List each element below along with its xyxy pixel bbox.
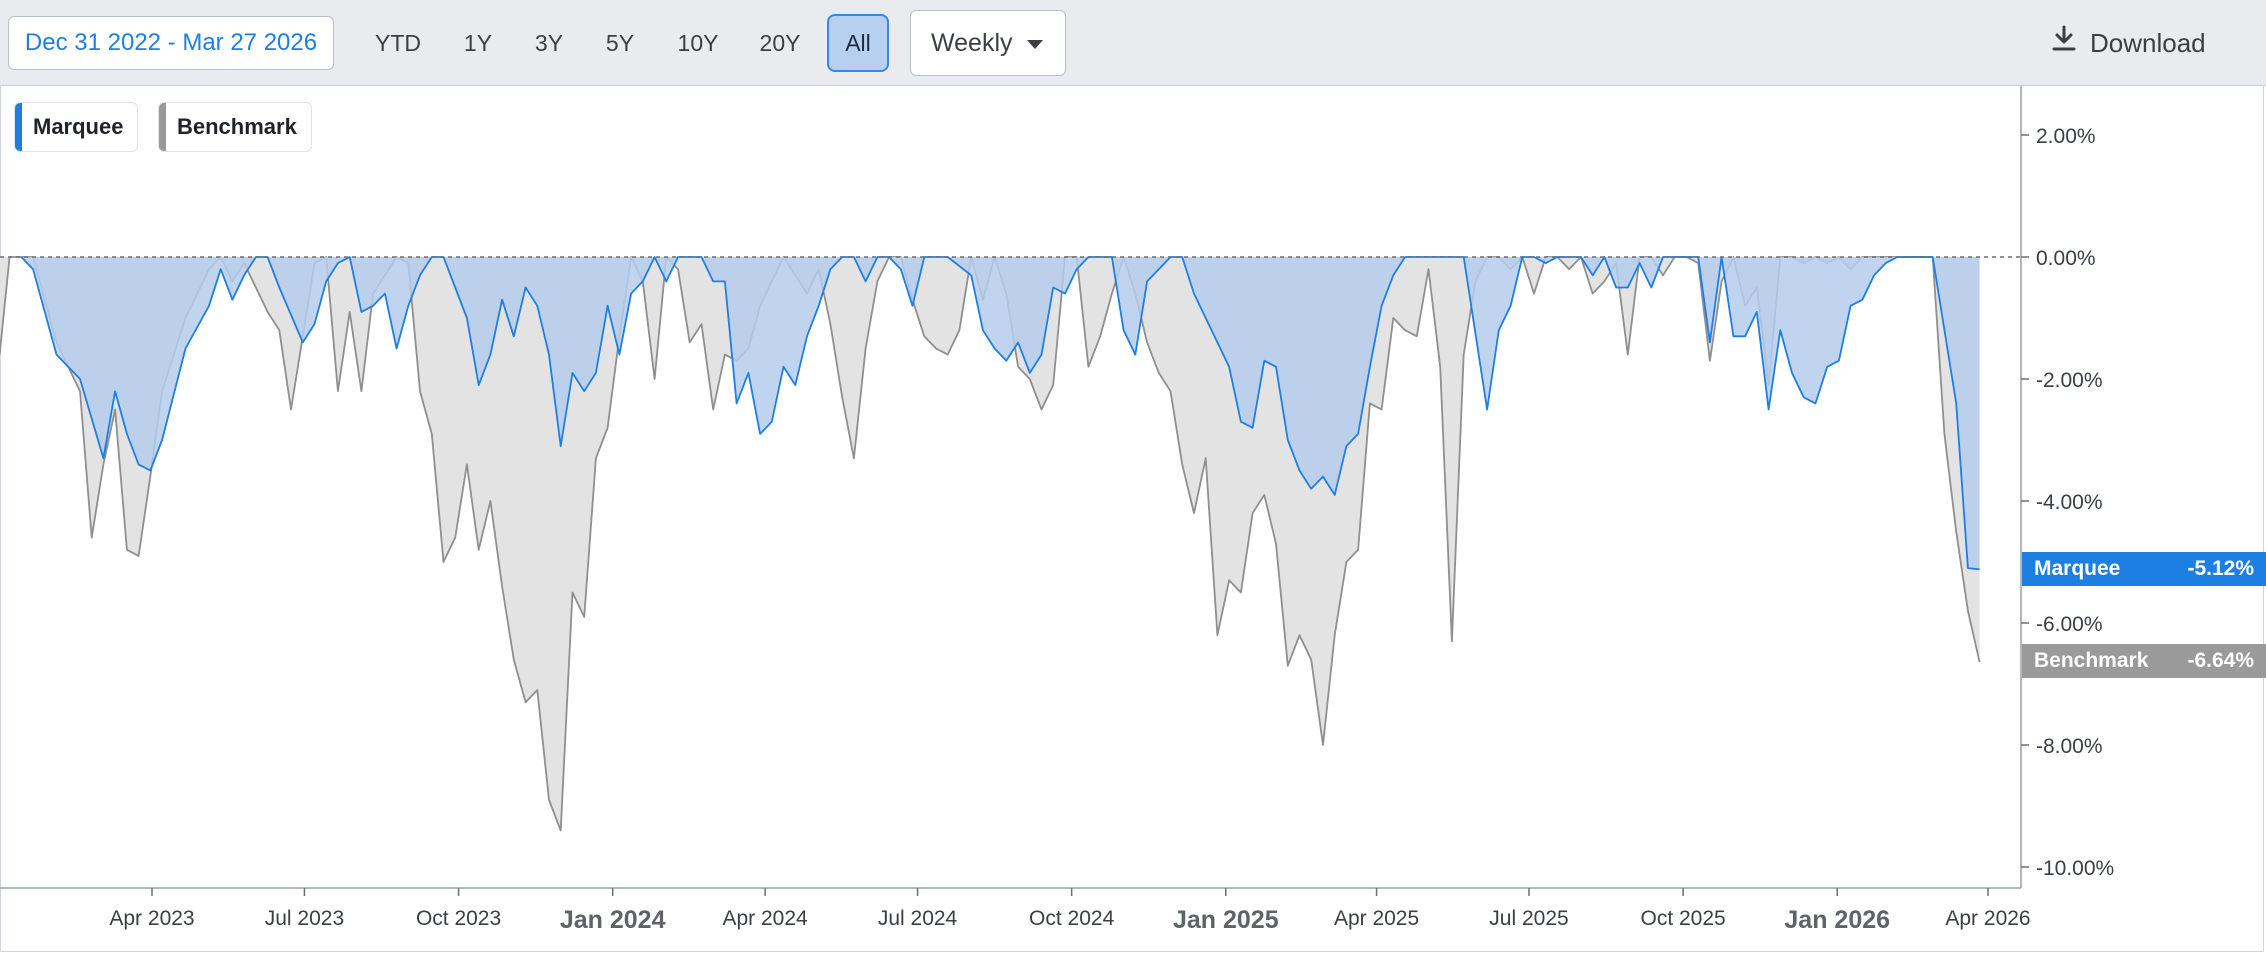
marquee-tag-name: Marquee [2034,557,2121,580]
marquee-tag-value: -5.12% [2187,557,2254,580]
y-axis: 2.00% 0.00% -2.00% -4.00% -6.00% -8.00% -10.00… [2021,125,2114,880]
y-tick-label: -4.00% [2036,491,2103,514]
benchmark-last-value-tag: Benchmark -6.64% [2022,644,2266,678]
range-all-button[interactable]: All [827,14,889,72]
x-tick-label: Jul 2025 [1489,907,1568,930]
y-tick-label: -8.00% [2036,735,2103,758]
marquee-swatch [15,103,22,151]
range-1y-button[interactable]: 1Y [463,30,493,56]
benchmark-tag-name: Benchmark [2034,649,2149,672]
x-tick-label: Apr 2023 [109,907,194,930]
marquee-last-value-tag: Marquee -5.12% [2022,552,2266,586]
x-tick-label: Oct 2025 [1640,907,1725,930]
download-icon [2052,15,2076,69]
marquee-line [20,256,1980,571]
y-tick-label: -10.00% [2036,857,2114,880]
x-tick-label: Apr 2026 [1945,907,2030,930]
legend-item-marquee[interactable]: Marquee [14,102,139,152]
frequency-value: Weekly [931,29,1013,57]
x-tick-label: Jul 2024 [878,907,958,930]
legend-label-benchmark: Benchmark [177,114,297,139]
caret-down-icon [1027,40,1043,49]
y-tick-label: -6.00% [2036,613,2103,636]
benchmark-tag-value: -6.64% [2187,649,2254,672]
x-tick-label: Jan 2024 [560,906,666,934]
y-tick-label: 0.00% [2036,247,2096,270]
range-10y-button[interactable]: 10Y [677,30,719,56]
toolbar: Dec 31 2022 - Mar 27 2026 YTD 1Y 3Y 5Y 1… [0,0,2266,86]
x-tick-label: Apr 2024 [722,907,808,930]
legend-label-marquee: Marquee [33,114,124,139]
y-tick-label: 2.00% [2036,125,2096,148]
benchmark-area [0,257,1980,831]
marquee-area [21,257,1980,570]
legend-item-benchmark[interactable]: Benchmark [158,102,312,152]
download-label: Download [2090,28,2206,58]
x-tick-label: Jan 2026 [1784,906,1890,934]
x-tick-label: Jan 2025 [1173,906,1279,934]
date-range-picker[interactable]: Dec 31 2022 - Mar 27 2026 [8,16,334,70]
benchmark-swatch [159,103,166,151]
x-tick-label: Apr 2025 [1334,907,1419,930]
x-tick-label: Oct 2023 [416,907,501,930]
range-ytd-button[interactable]: YTD [375,30,421,56]
x-tick-label: Oct 2024 [1029,907,1115,930]
range-5y-button[interactable]: 5Y [605,30,635,56]
series-areas [0,256,1981,832]
range-20y-button[interactable]: 20Y [759,30,801,56]
frequency-select[interactable]: Weekly [910,10,1066,76]
x-axis: Apr 2023 Jul 2023 Oct 2023 Jan 2024 Apr 2024… [109,888,2031,934]
range-3y-button[interactable]: 3Y [534,30,564,56]
x-tick-label: Jul 2023 [265,907,344,930]
download-button[interactable]: Download [2052,16,2206,70]
y-tick-label: -2.00% [2036,369,2103,392]
